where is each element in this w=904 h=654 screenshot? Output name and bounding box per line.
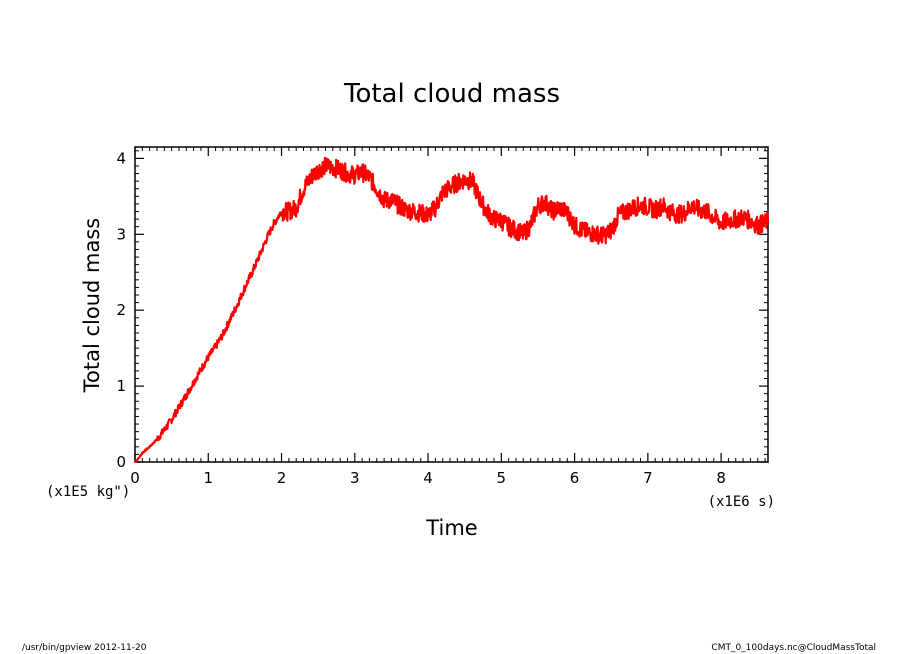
- x-tick-label: 3: [350, 469, 360, 487]
- x-axis-label: Time: [425, 516, 477, 540]
- x-tick-label: 5: [497, 469, 507, 487]
- series-line: [134, 156, 770, 463]
- footer-left-text: /usr/bin/gpview 2012-11-20: [22, 643, 147, 653]
- axis-tick-labels: 0 1 2 3 4 5 6 7 8 0 1 2 3 4: [116, 149, 725, 487]
- y-tick-label: 4: [116, 149, 126, 167]
- y-tick-label: 2: [116, 301, 126, 319]
- plot-frame: [134, 146, 769, 463]
- y-axis-unit: (x1E5 kg"): [46, 484, 130, 500]
- x-axis-unit: (x1E6 s): [708, 494, 775, 510]
- x-tick-label: 2: [277, 469, 287, 487]
- x-tick-label: 7: [643, 469, 653, 487]
- x-tick-label: 0: [130, 469, 140, 487]
- x-tick-label: 8: [716, 469, 726, 487]
- footer-right-text: CMT_0_100days.nc@CloudMassTotal: [711, 643, 876, 653]
- x-tick-label: 6: [570, 469, 580, 487]
- y-tick-label: 3: [116, 225, 126, 243]
- x-tick-label: 1: [203, 469, 213, 487]
- axis-ticks: [134, 147, 768, 463]
- chart-title: Total cloud mass: [343, 79, 560, 109]
- y-tick-label: 1: [116, 377, 126, 395]
- x-tick-label: 4: [423, 469, 433, 487]
- y-tick-label: 0: [116, 453, 126, 471]
- y-axis-label: Total cloud mass: [80, 218, 104, 393]
